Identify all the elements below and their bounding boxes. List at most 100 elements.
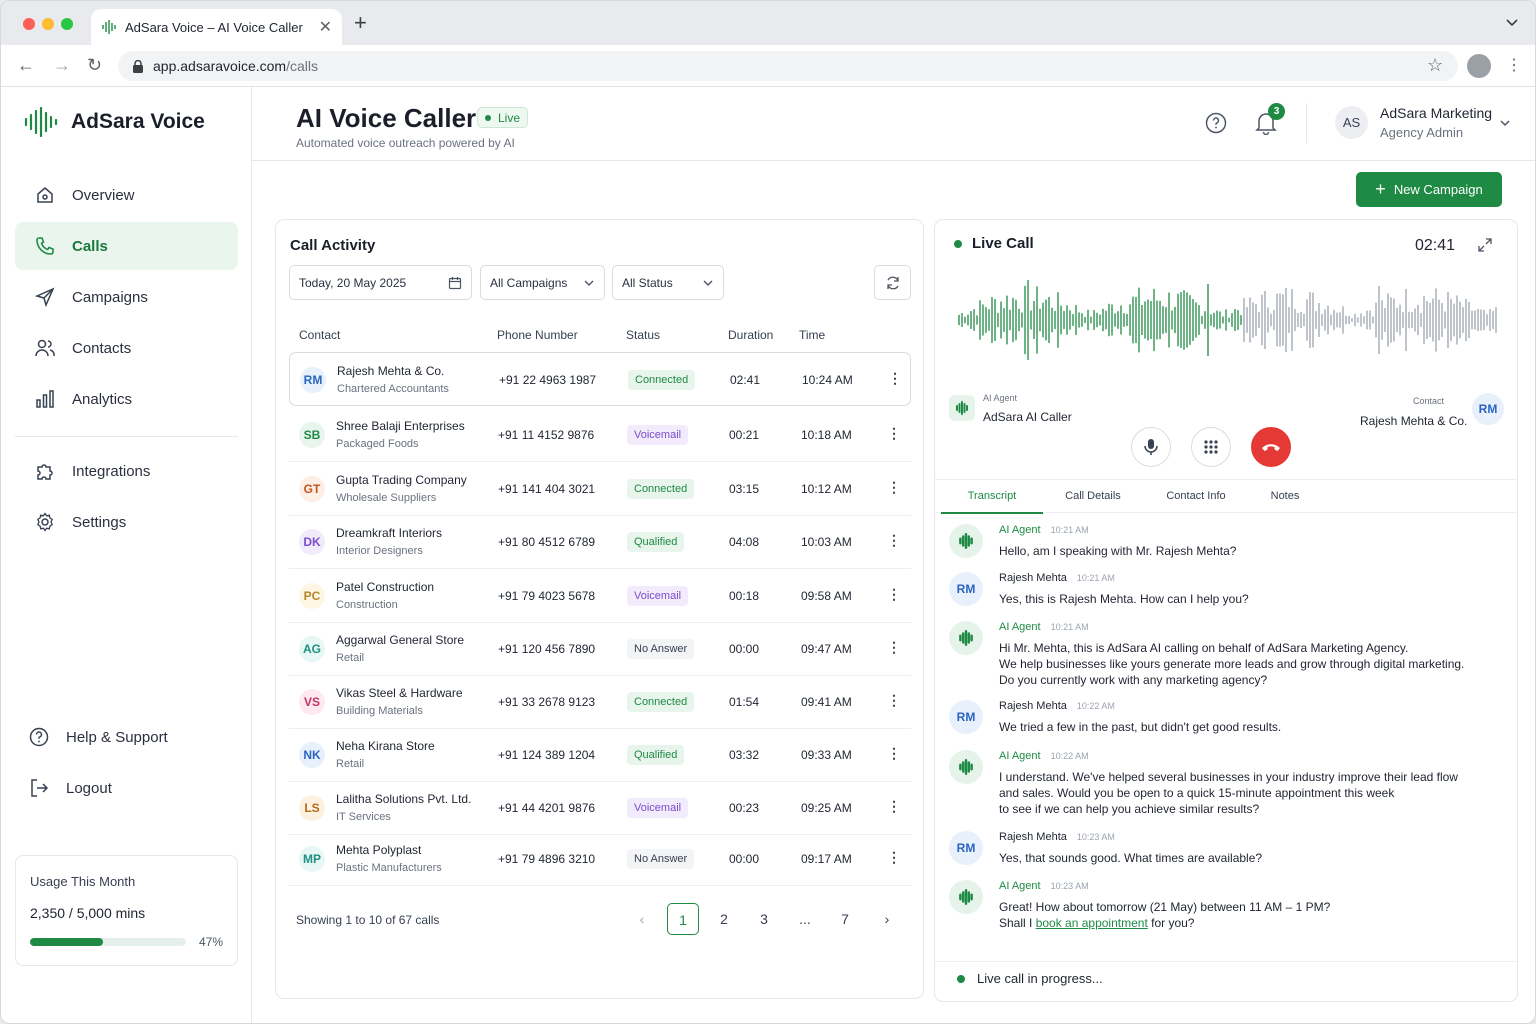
table-row[interactable]: SB Shree Balaji Enterprises Packaged Foods…: [289, 408, 911, 462]
book-appointment-link[interactable]: book an appointment: [1035, 916, 1148, 930]
table-row[interactable]: NK Neha Kirana Store Retail +91 124 389 120…: [289, 728, 911, 782]
tab-contact-info[interactable]: Contact Info: [1166, 490, 1226, 502]
user-avatar[interactable]: AS: [1335, 106, 1368, 139]
contact-avatar: LS: [299, 795, 325, 821]
sidebar-item-analytics[interactable]: Analytics: [15, 375, 238, 423]
row-menu-icon[interactable]: ⋮: [887, 425, 901, 441]
sidebar-item-integrations[interactable]: Integrations: [15, 447, 238, 495]
help-support-link[interactable]: Help & Support: [9, 713, 232, 761]
ai-agent-icon: [949, 395, 975, 421]
logout-label: Logout: [66, 779, 112, 797]
call-duration: 00:21: [729, 428, 760, 442]
sidebar-item-contacts[interactable]: Contacts: [15, 324, 238, 372]
bookmark-star-icon[interactable]: ☆: [1427, 55, 1444, 75]
table-row[interactable]: LS Lalitha Solutions Pvt. Ltd. IT Services…: [289, 781, 911, 835]
table-row[interactable]: MP Mehta Polyplast Plastic Manufacturers +9…: [289, 832, 911, 886]
back-arrow-icon[interactable]: ←: [17, 55, 35, 75]
row-menu-icon[interactable]: ⋮: [887, 586, 901, 602]
sidebar-item-overview[interactable]: Overview: [15, 171, 238, 219]
chevron-down-icon[interactable]: [1499, 117, 1511, 129]
contact-name[interactable]: Aggarwal General Store: [336, 633, 465, 647]
url-field[interactable]: app.adsaravoice.com/calls: [118, 51, 1458, 81]
status-filter[interactable]: All Status: [612, 265, 724, 300]
row-menu-icon[interactable]: ⋮: [887, 479, 901, 495]
column-header-phone[interactable]: Phone Number: [497, 328, 578, 342]
new-tab-button[interactable]: +: [354, 10, 367, 35]
refresh-button[interactable]: [874, 265, 911, 300]
table-row[interactable]: VS Vikas Steel & Hardware Building Materia…: [289, 675, 911, 729]
waveform-icon: [102, 20, 116, 34]
sidebar-item-settings[interactable]: Settings: [15, 498, 238, 546]
contact-name[interactable]: Lalitha Solutions Pvt. Ltd.: [336, 792, 472, 806]
tab-call-details[interactable]: Call Details: [1065, 490, 1121, 502]
contact-name[interactable]: Neha Kirana Store: [336, 739, 435, 753]
table-row[interactable]: GT Gupta Trading Company Wholesale Supplie…: [289, 462, 911, 516]
contact-category: Retail: [336, 652, 365, 664]
message-time: 10:22 AM: [1076, 701, 1115, 711]
live-indicator-dot: [954, 240, 962, 248]
forward-arrow-icon[interactable]: →: [53, 55, 71, 75]
date-filter[interactable]: Today, 20 May 2025: [289, 265, 472, 300]
browser-profile-avatar[interactable]: [1467, 54, 1491, 78]
sidebar-item-calls[interactable]: Calls: [15, 222, 238, 270]
call-time: 09:17 AM: [801, 852, 852, 866]
brand-logo[interactable]: AdSara Voice: [23, 107, 205, 137]
row-menu-icon[interactable]: ⋮: [887, 745, 901, 761]
contact-name[interactable]: Patel Construction: [336, 580, 435, 594]
message-line: Yes, that sounds good. What times are av…: [999, 851, 1263, 865]
tab-transcript[interactable]: Transcript: [941, 480, 1043, 514]
row-menu-icon[interactable]: ⋮: [887, 639, 901, 655]
user-name[interactable]: AdSara Marketing: [1380, 105, 1493, 121]
logout-link[interactable]: Logout: [9, 764, 232, 812]
mute-button[interactable]: [1131, 427, 1171, 467]
table-row[interactable]: PC Patel Construction Construction +91 79 4…: [289, 569, 911, 623]
page-ellipsis: ...: [799, 911, 811, 927]
sidebar-item-campaigns[interactable]: Campaigns: [15, 273, 238, 321]
maximize-window-button[interactable]: [61, 18, 73, 30]
table-row[interactable]: DK Dreamkraft Interiors Interior Designers…: [289, 515, 911, 569]
contact-name[interactable]: Dreamkraft Interiors: [336, 526, 443, 540]
page-3-button[interactable]: 3: [760, 911, 768, 927]
speaker-name: AI Agent: [999, 750, 1041, 762]
tab-notes[interactable]: Notes: [1270, 490, 1300, 502]
prev-page-icon[interactable]: ‹: [639, 911, 645, 927]
contact-name[interactable]: Gupta Trading Company: [336, 473, 467, 487]
campaign-filter[interactable]: All Campaigns: [480, 265, 605, 300]
page-7-button[interactable]: 7: [841, 911, 849, 927]
row-menu-icon[interactable]: ⋮: [887, 849, 901, 865]
minimize-window-button[interactable]: [42, 18, 54, 30]
page-2-button[interactable]: 2: [720, 911, 728, 927]
row-menu-icon[interactable]: ⋮: [887, 798, 901, 814]
keypad-button[interactable]: [1191, 427, 1231, 467]
end-call-button[interactable]: [1251, 427, 1291, 467]
contact-name[interactable]: Vikas Steel & Hardware: [336, 686, 463, 700]
browser-tab[interactable]: AdSara Voice – AI Voice Caller ✕: [91, 9, 342, 45]
row-menu-icon[interactable]: ⋮: [887, 692, 901, 708]
close-window-button[interactable]: [23, 18, 35, 30]
row-menu-icon[interactable]: ⋮: [887, 532, 901, 548]
close-tab-icon[interactable]: ✕: [318, 19, 332, 36]
browser-menu-icon[interactable]: ⋮: [1506, 57, 1522, 74]
table-row[interactable]: AG Aggarwal General Store Retail +91 120 45…: [289, 622, 911, 676]
contact-name[interactable]: Shree Balaji Enterprises: [336, 419, 465, 433]
row-menu-icon[interactable]: ⋮: [888, 370, 902, 386]
chevron-down-icon[interactable]: [1505, 15, 1519, 29]
next-page-icon[interactable]: ›: [884, 911, 890, 927]
contact-name[interactable]: Mehta Polyplast: [336, 843, 422, 857]
page-1-button[interactable]: 1: [667, 903, 699, 935]
contact-name[interactable]: Rajesh Mehta & Co.: [337, 364, 445, 378]
contact-avatar: AG: [299, 636, 325, 662]
table-row[interactable]: RM Rajesh Mehta & Co. Chartered Accountant…: [289, 352, 911, 406]
waveform-icon: [956, 401, 968, 415]
new-campaign-button[interactable]: + New Campaign: [1356, 172, 1502, 207]
reload-icon[interactable]: ↻: [87, 55, 103, 75]
users-icon: [35, 339, 55, 357]
help-icon[interactable]: [1205, 112, 1227, 134]
column-header-duration[interactable]: Duration: [728, 328, 774, 342]
column-header-status[interactable]: Status: [626, 328, 661, 342]
expand-icon[interactable]: [1478, 238, 1492, 252]
column-header-contact[interactable]: Contact: [299, 328, 341, 342]
column-header-time[interactable]: Time: [799, 328, 826, 342]
call-time: 10:18 AM: [801, 428, 852, 442]
